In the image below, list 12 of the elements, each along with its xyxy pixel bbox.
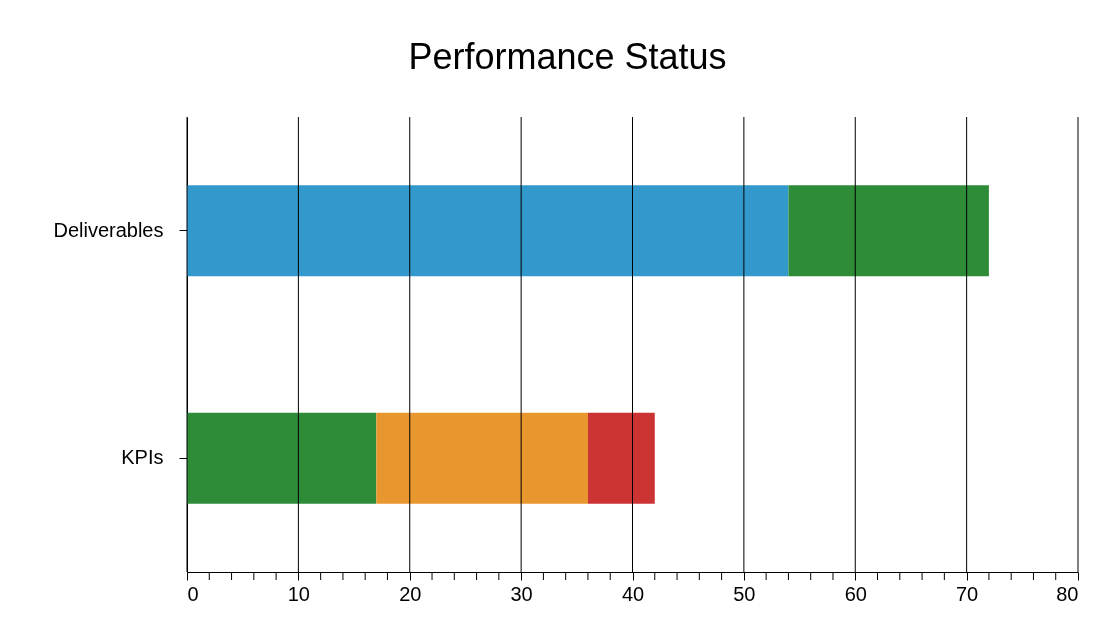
x-tick-label: 30 [510, 582, 533, 605]
x-tick-label: 0 [187, 582, 199, 605]
y-tick-label: Deliverables [53, 218, 164, 241]
x-tick-label: 70 [956, 582, 979, 605]
x-tick-label: 60 [844, 582, 867, 605]
x-tick-label: 80 [1056, 582, 1079, 605]
y-tick-label: KPIs [121, 446, 164, 469]
x-tick-label: 40 [621, 582, 645, 605]
x-tick-label: 10 [287, 582, 310, 605]
x-tick-label: 20 [399, 582, 422, 605]
chart-title: Performance Status [408, 35, 727, 77]
x-tick-label: 50 [733, 582, 756, 605]
